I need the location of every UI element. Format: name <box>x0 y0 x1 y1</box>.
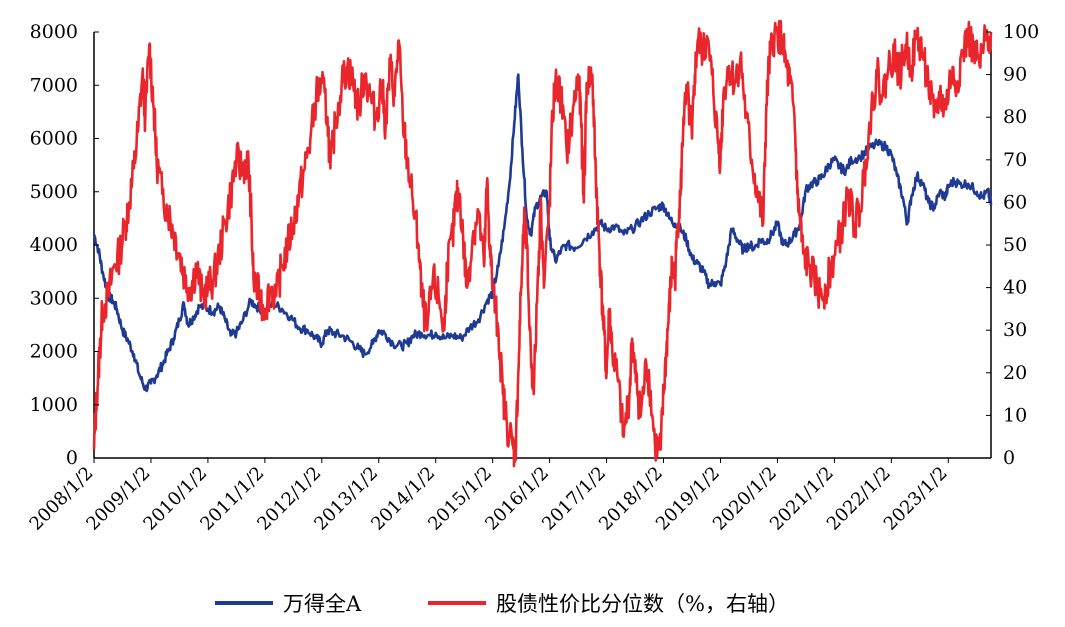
right-tick-label: 70 <box>1003 149 1027 171</box>
left-tick-label: 2000 <box>30 341 78 363</box>
left-tick-label: 5000 <box>30 181 78 203</box>
left-tick-label: 4000 <box>30 234 78 256</box>
right-tick-label: 80 <box>1003 106 1027 128</box>
left-tick-label: 6000 <box>30 128 78 150</box>
line-stock-bond-percentile <box>92 19 993 468</box>
series-stock-bond-percentile <box>92 19 993 468</box>
left-tick-label: 8000 <box>30 21 78 43</box>
dual-axis-line-chart: 0 1000 2000 3000 4000 5000 6000 7000 8000 0 10 20 3… <box>26 19 1039 535</box>
legend-swatch-blue <box>215 601 273 605</box>
x-axis-ticks: 2008/1/22009/1/22010/1/22011/1/22012/1/2… <box>26 458 952 535</box>
left-tick-label: 1000 <box>30 394 78 416</box>
right-tick-label: 10 <box>1003 404 1027 426</box>
left-tick-label: 0 <box>66 447 78 469</box>
legend-item-stock-bond-percentile: 股债性价比分位数（%，右轴） <box>428 583 789 623</box>
right-tick-label: 60 <box>1003 191 1027 213</box>
right-axis-ticks: 0 10 20 30 40 50 60 70 80 90 100 <box>986 21 1039 469</box>
right-tick-label: 50 <box>1003 234 1027 256</box>
right-tick-label: 20 <box>1003 362 1027 384</box>
legend-label-wind-all-a: 万得全A <box>283 592 362 616</box>
legend-item-wind-all-a: 万得全A <box>215 583 361 623</box>
right-tick-label: 30 <box>1003 319 1027 341</box>
right-tick-label: 40 <box>1003 277 1027 299</box>
left-axis-ticks: 0 1000 2000 3000 4000 5000 6000 7000 8000 <box>30 21 99 469</box>
right-tick-label: 90 <box>1003 64 1027 86</box>
right-tick-label: 100 <box>1003 21 1039 43</box>
legend-label-stock-bond-percentile: 股债性价比分位数（%，右轴） <box>496 592 789 616</box>
right-tick-label: 0 <box>1003 447 1015 469</box>
legend: 万得全A 股债性价比分位数（%，右轴） <box>0 583 1065 623</box>
legend-swatch-red <box>428 601 486 605</box>
left-tick-label: 7000 <box>30 74 78 96</box>
left-tick-label: 3000 <box>30 287 78 309</box>
